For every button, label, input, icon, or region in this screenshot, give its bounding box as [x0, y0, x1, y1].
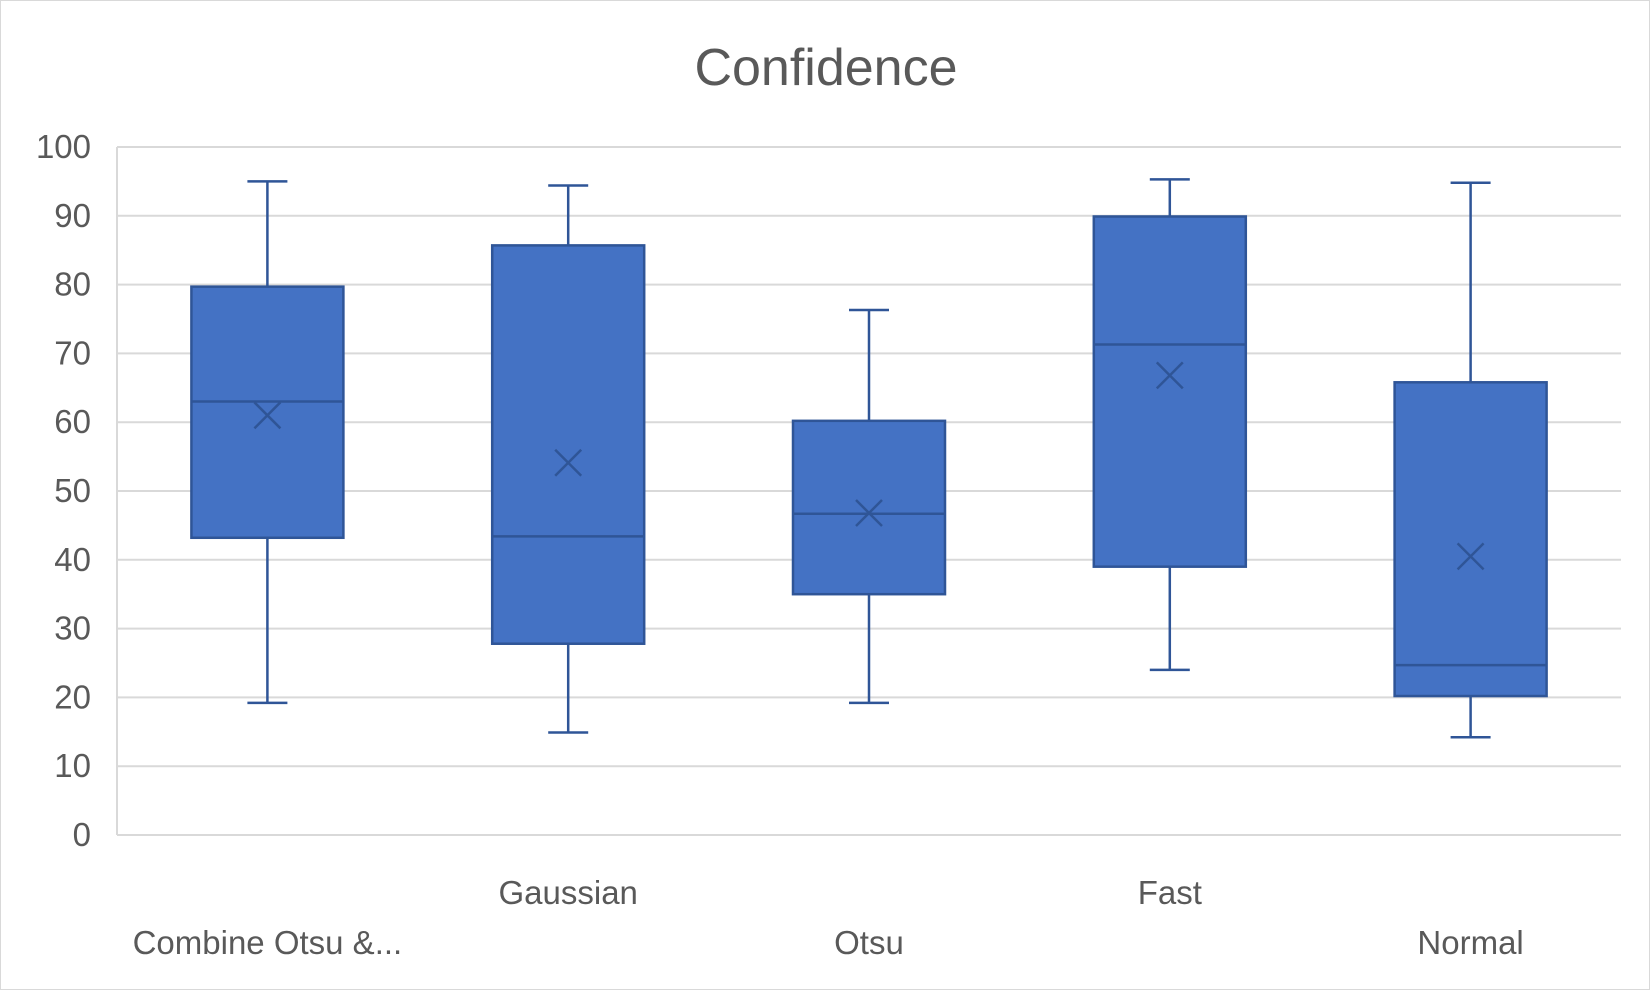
iqr-box: [490, 244, 646, 645]
x-axis-category-labels: Combine Otsu &... Gaussian Otsu Fast Normal: [133, 874, 1524, 961]
iqr-box: [1393, 381, 1548, 698]
x-category-label: Otsu: [834, 924, 904, 961]
y-tick-label: 40: [54, 541, 91, 578]
iqr-box: [791, 419, 947, 596]
mean-marker: [554, 448, 583, 477]
mean-marker: [855, 499, 883, 527]
chart-title: Confidence: [694, 39, 957, 97]
y-tick-label: 90: [54, 197, 91, 234]
iqr-box: [190, 285, 345, 540]
y-tick-label: 20: [54, 678, 91, 715]
y-tick-label: 60: [54, 403, 91, 440]
box-series: [190, 178, 1548, 739]
box-4: [1092, 178, 1248, 672]
y-tick-label: 80: [54, 266, 91, 303]
x-category-label: Gaussian: [498, 874, 637, 911]
mean-marker: [1155, 361, 1184, 390]
y-tick-label: 30: [54, 610, 91, 647]
x-category-label: Normal: [1417, 924, 1523, 961]
box-1: [190, 180, 345, 705]
y-axis-tick-labels: 0 10 20 30 40 50 60 70 80 90 100: [36, 128, 91, 853]
iqr-box: [1092, 215, 1248, 568]
mean-marker: [253, 401, 282, 430]
box-3: [791, 308, 947, 705]
mean-marker: [1456, 542, 1485, 571]
box-5: [1393, 181, 1548, 739]
box-2: [490, 184, 646, 734]
x-category-label: Fast: [1138, 874, 1202, 911]
y-tick-label: 0: [73, 816, 91, 853]
x-category-label: Combine Otsu &...: [133, 924, 403, 961]
y-tick-label: 10: [54, 747, 91, 784]
y-tick-label: 100: [36, 128, 91, 165]
y-tick-label: 50: [54, 472, 91, 509]
y-tick-label: 70: [54, 334, 91, 371]
